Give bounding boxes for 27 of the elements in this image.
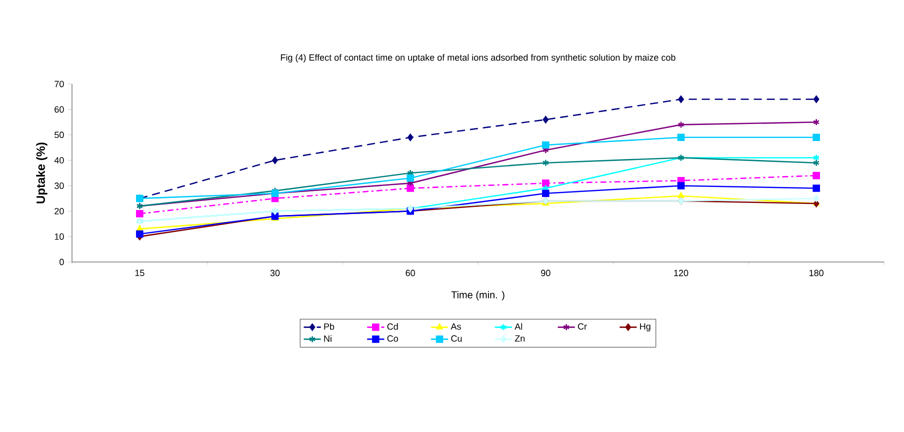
legend-label: Pb <box>324 323 334 330</box>
y-tick-label: 60 <box>54 106 64 113</box>
x-tick-label: 180 <box>810 270 824 276</box>
x-axis-title: Time (min. ) <box>451 291 504 300</box>
legend-label: Al <box>514 323 522 330</box>
x-tick-label: 120 <box>674 270 688 276</box>
y-tick-label: 20 <box>54 208 64 214</box>
y-axis-title: Uptake (%) <box>36 142 48 204</box>
x-tick-label: 30 <box>270 270 280 276</box>
chart-title: Fig (4) Effect of contact time on uptake of metal ions adsorbed from synthetic solution by maize cob <box>280 54 676 62</box>
y-tick-label: 50 <box>54 132 64 138</box>
legend-label: Ni <box>324 335 332 342</box>
legend-label: Cd <box>387 323 398 330</box>
y-tick-label: 70 <box>54 80 64 88</box>
y-tick-label: 10 <box>54 233 64 240</box>
legend-label: Zn <box>514 335 525 342</box>
x-tick-label: 15 <box>135 270 144 276</box>
legend-label: Cu <box>451 335 462 342</box>
x-tick-label: 60 <box>406 270 415 276</box>
y-tick-label: 0 <box>60 258 64 266</box>
x-tick-label: 90 <box>541 270 550 276</box>
y-tick-label: 40 <box>54 157 64 164</box>
legend-label: As <box>450 323 461 330</box>
legend-label: Cr <box>578 323 587 330</box>
y-tick-label: 30 <box>54 182 64 189</box>
legend-label: Hg <box>640 323 650 332</box>
legend-label: Co <box>387 335 398 342</box>
